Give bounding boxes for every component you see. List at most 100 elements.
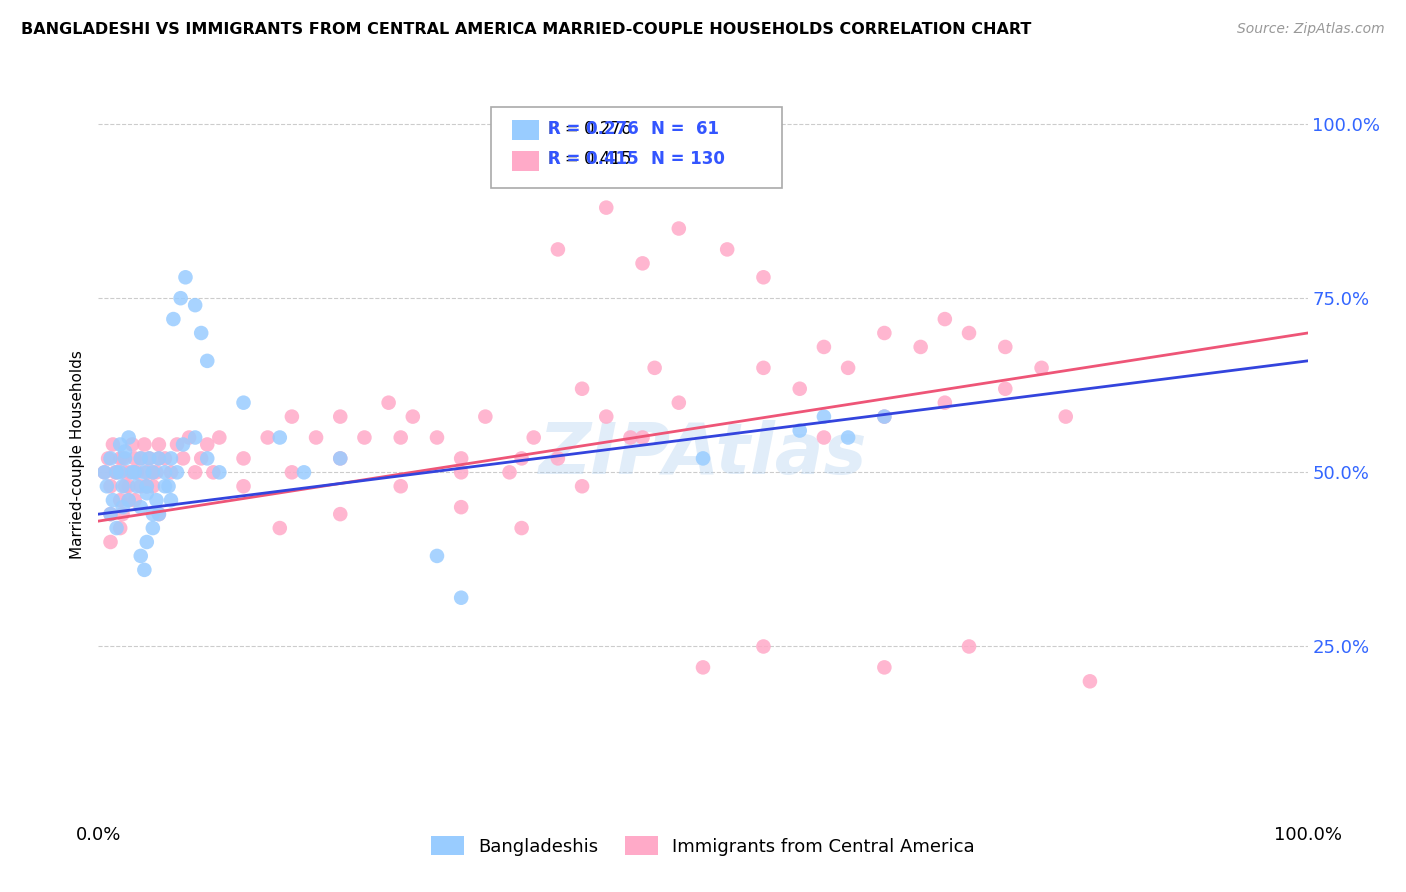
Point xyxy=(135,479,157,493)
Point xyxy=(104,466,127,480)
Point xyxy=(631,430,654,444)
Point xyxy=(389,430,412,444)
Point xyxy=(118,430,141,444)
Point xyxy=(994,382,1017,396)
Text: R = 0.276: R = 0.276 xyxy=(548,120,631,137)
Text: N =  61: N = 61 xyxy=(651,120,718,137)
Point xyxy=(571,382,593,396)
Point xyxy=(135,535,157,549)
Point xyxy=(111,500,134,515)
Point xyxy=(813,340,835,354)
Point xyxy=(111,451,134,466)
Point xyxy=(166,466,188,480)
Point xyxy=(547,451,569,466)
Point xyxy=(957,326,980,340)
Point xyxy=(450,500,472,515)
Point xyxy=(100,479,122,493)
Point xyxy=(108,451,131,466)
Point xyxy=(100,535,122,549)
Point xyxy=(547,243,569,257)
Point xyxy=(129,479,152,493)
Point xyxy=(184,466,207,480)
Point xyxy=(160,451,183,466)
Point xyxy=(208,430,231,444)
Point xyxy=(1078,674,1101,689)
Point xyxy=(934,395,956,409)
Bar xyxy=(512,120,538,140)
Point xyxy=(142,507,165,521)
Point xyxy=(179,430,201,444)
Point xyxy=(101,437,124,451)
Point xyxy=(232,479,254,493)
FancyBboxPatch shape xyxy=(492,108,782,188)
Point xyxy=(138,451,160,466)
Point xyxy=(692,451,714,466)
Point xyxy=(105,521,128,535)
Point xyxy=(510,451,533,466)
Point xyxy=(114,444,136,458)
Point xyxy=(510,521,533,535)
Point xyxy=(873,326,896,340)
Point xyxy=(1054,409,1077,424)
Point xyxy=(100,507,122,521)
Point xyxy=(135,486,157,500)
Point xyxy=(142,521,165,535)
Text: BANGLADESHI VS IMMIGRANTS FROM CENTRAL AMERICA MARRIED-COUPLE HOUSEHOLDS CORRELA: BANGLADESHI VS IMMIGRANTS FROM CENTRAL A… xyxy=(21,22,1032,37)
Point xyxy=(118,493,141,508)
Point xyxy=(96,479,118,493)
Point xyxy=(124,451,146,466)
Point xyxy=(127,466,149,480)
Point xyxy=(329,507,352,521)
Point xyxy=(571,479,593,493)
Point xyxy=(97,451,120,466)
Point xyxy=(148,507,170,521)
Point xyxy=(184,298,207,312)
Point xyxy=(153,451,176,466)
Point xyxy=(108,437,131,451)
Point xyxy=(135,479,157,493)
Point xyxy=(208,466,231,480)
Bar xyxy=(512,151,538,171)
Point xyxy=(450,466,472,480)
Point xyxy=(426,549,449,563)
Point xyxy=(93,466,115,480)
Point xyxy=(752,270,775,285)
Point xyxy=(450,451,472,466)
Point xyxy=(111,479,134,493)
Point xyxy=(353,430,375,444)
Point xyxy=(716,243,738,257)
Point xyxy=(190,326,212,340)
Point xyxy=(498,466,520,480)
Point xyxy=(402,409,425,424)
Y-axis label: Married-couple Households: Married-couple Households xyxy=(69,351,84,559)
Point xyxy=(142,466,165,480)
Point xyxy=(813,430,835,444)
Point xyxy=(329,451,352,466)
Point xyxy=(873,409,896,424)
Text: R = 0.415: R = 0.415 xyxy=(548,151,631,169)
Point xyxy=(169,291,191,305)
Point xyxy=(426,430,449,444)
Point xyxy=(93,466,115,480)
Point xyxy=(195,437,218,451)
Point xyxy=(153,479,176,493)
Point xyxy=(329,451,352,466)
Point xyxy=(644,360,666,375)
Point xyxy=(292,466,315,480)
Legend: Bangladeshis, Immigrants from Central America: Bangladeshis, Immigrants from Central Am… xyxy=(425,829,981,863)
Point xyxy=(595,201,617,215)
Point xyxy=(813,409,835,424)
Point xyxy=(202,466,225,480)
Point xyxy=(114,451,136,466)
Point xyxy=(129,500,152,515)
Point xyxy=(269,430,291,444)
Point xyxy=(389,479,412,493)
Point xyxy=(142,479,165,493)
Point xyxy=(129,451,152,466)
Point xyxy=(153,466,176,480)
Point xyxy=(957,640,980,654)
Text: ZIPAtlas: ZIPAtlas xyxy=(538,420,868,490)
Text: N = 130: N = 130 xyxy=(651,151,725,169)
Point xyxy=(195,354,218,368)
Point xyxy=(118,479,141,493)
